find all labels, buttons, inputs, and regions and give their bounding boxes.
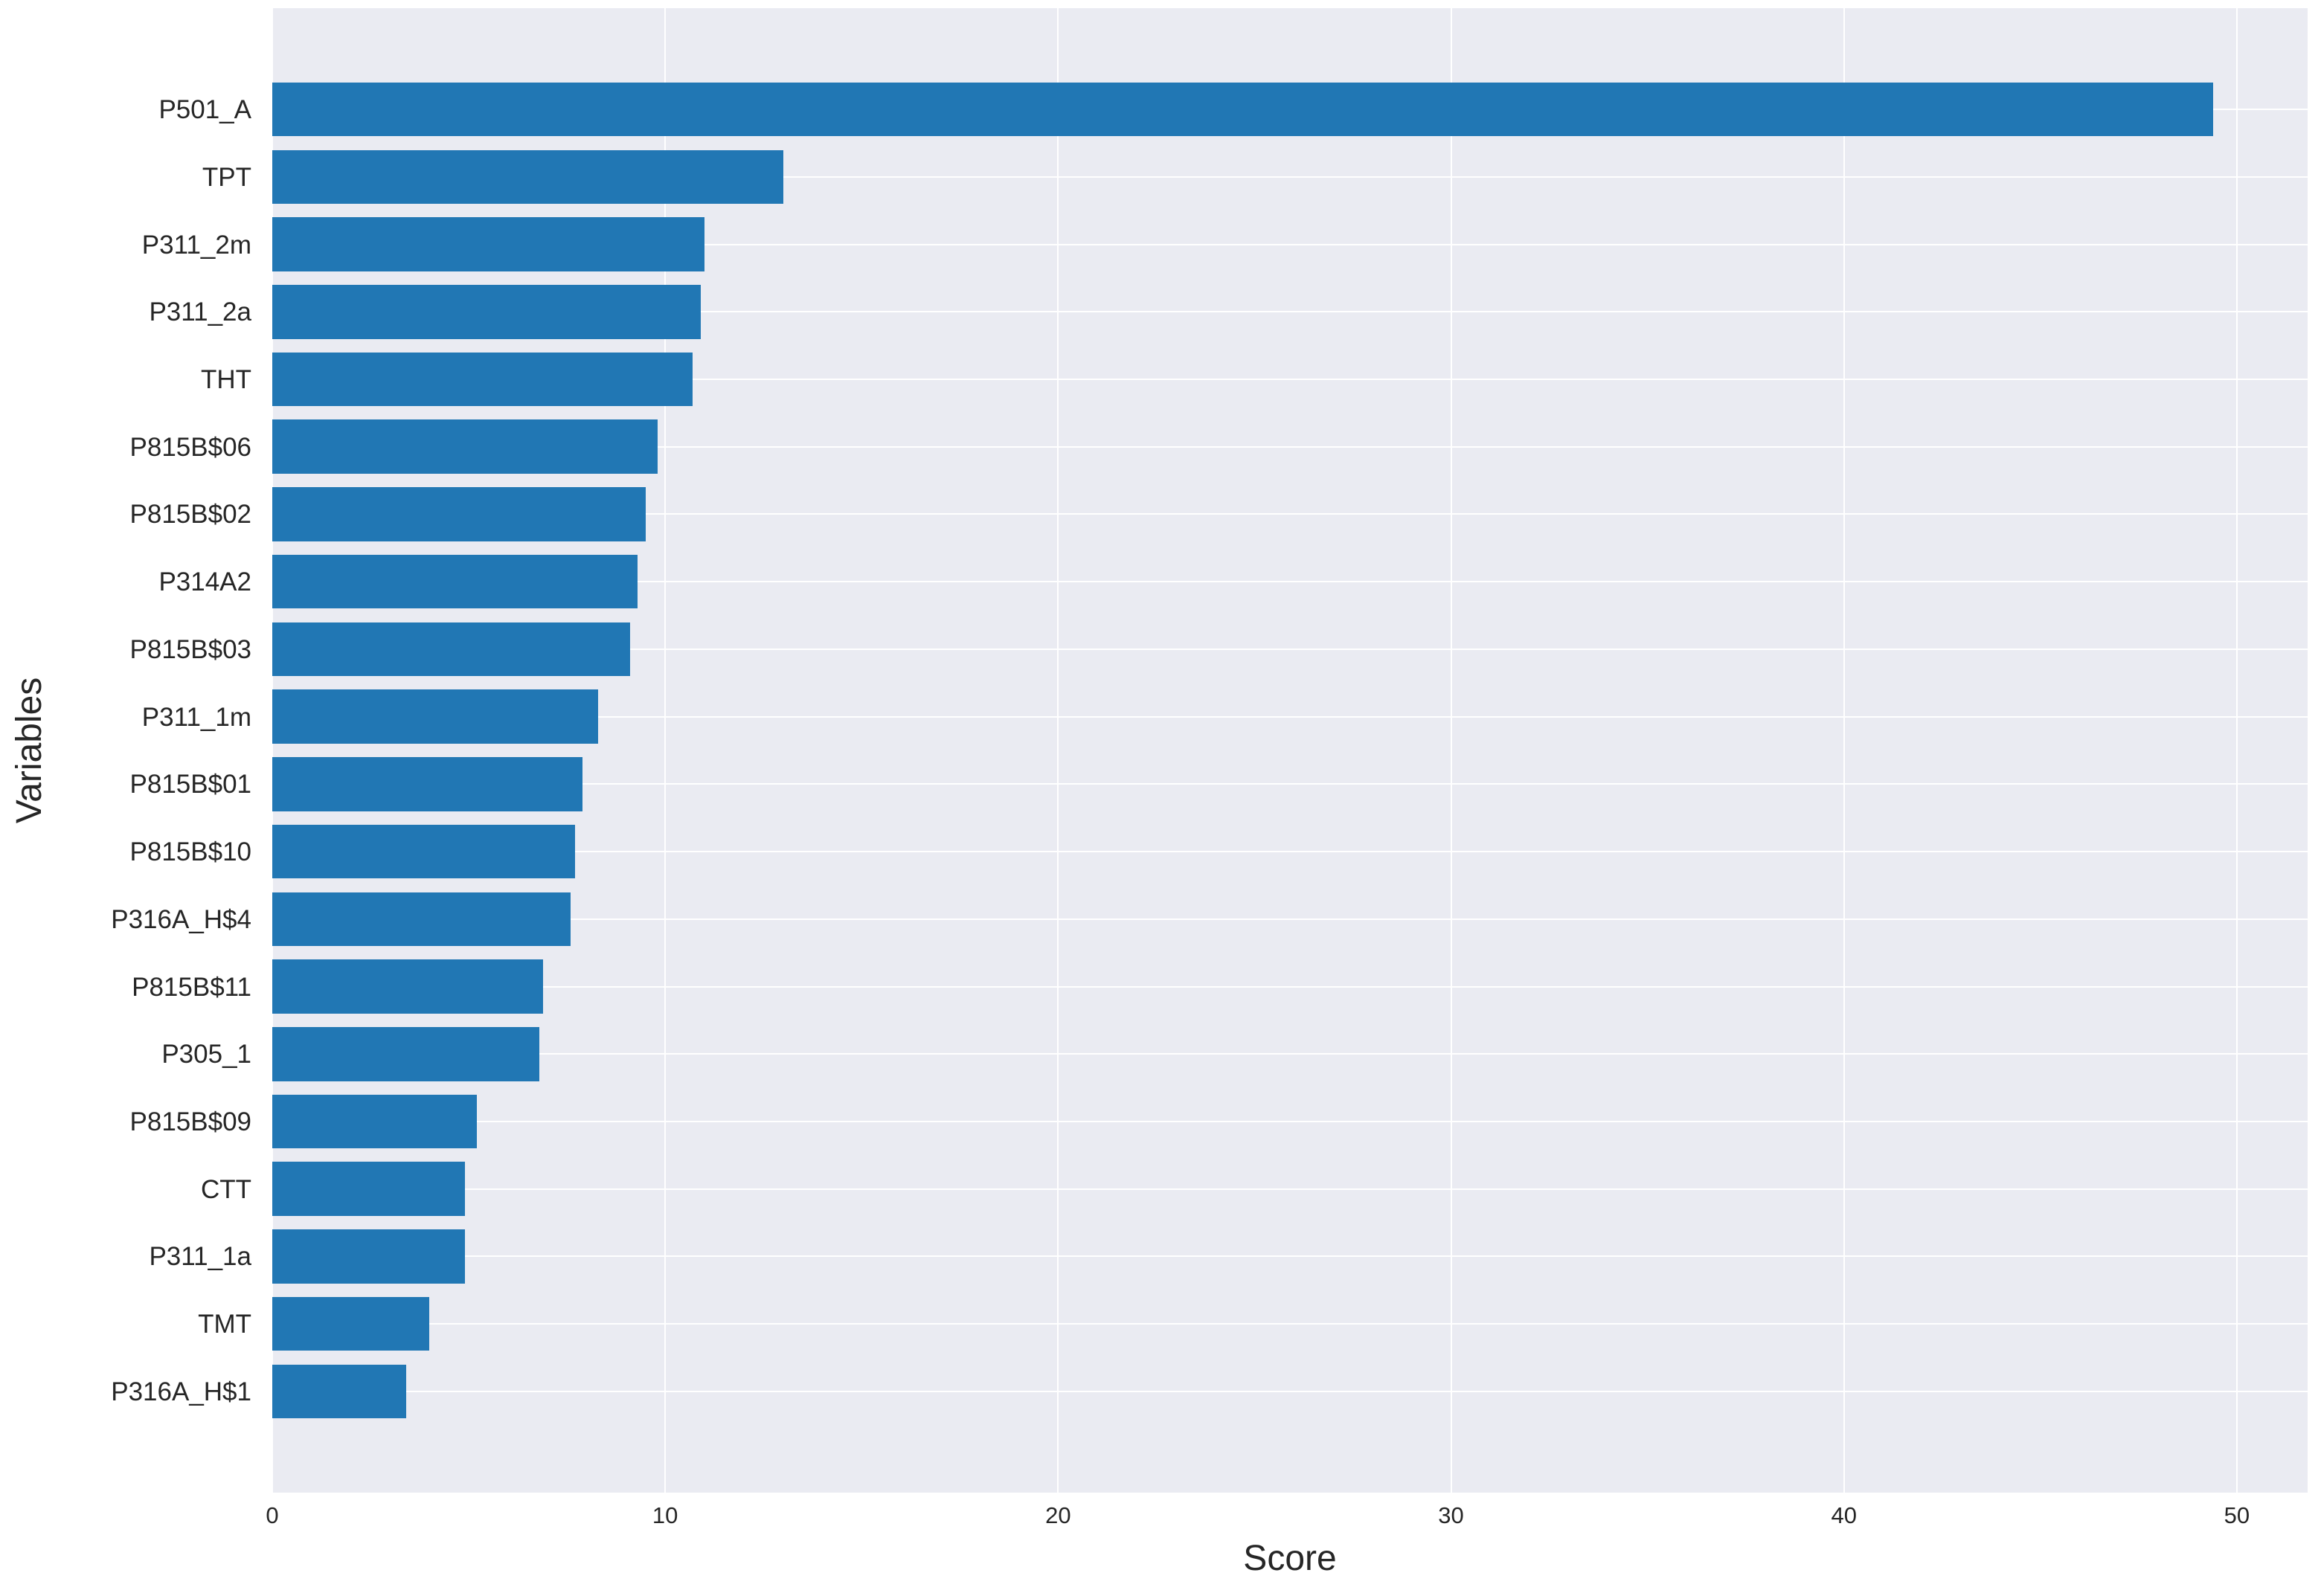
bar-P305_1 — [272, 1026, 540, 1081]
horizontal-gridline — [272, 243, 2308, 245]
y-tick-label: P316A_H$4 — [111, 904, 251, 934]
horizontal-gridline — [272, 1053, 2308, 1055]
x-tick-label: 50 — [2224, 1502, 2250, 1528]
horizontal-gridline — [272, 985, 2308, 988]
bar-P815B$06 — [272, 419, 658, 474]
horizontal-gridline — [272, 648, 2308, 650]
bar-TPT — [272, 149, 783, 205]
bar-P815B$10 — [272, 824, 575, 879]
y-tick-label: P311_2m — [141, 230, 251, 260]
horizontal-gridline — [272, 851, 2308, 853]
horizontal-gridline — [272, 581, 2308, 583]
y-tick-label: P314A2 — [158, 567, 251, 597]
bar-P316A_H$1 — [272, 1364, 406, 1419]
y-axis-label: Variables — [10, 677, 49, 824]
vertical-gridline — [1057, 8, 1059, 1493]
horizontal-gridline — [272, 176, 2308, 178]
x-axis-label: Score — [1243, 1539, 1337, 1578]
x-tick-label: 0 — [266, 1502, 279, 1528]
y-tick-label: P815B$11 — [132, 972, 251, 1002]
bar-P815B$01 — [272, 757, 583, 811]
y-tick-label: P311_1m — [141, 702, 251, 732]
horizontal-gridline — [272, 379, 2308, 380]
plot-area — [272, 8, 2308, 1493]
y-tick-label: P501_A — [158, 95, 251, 125]
vertical-gridline — [1450, 8, 1452, 1493]
horizontal-gridline — [272, 918, 2308, 920]
horizontal-gridline — [272, 311, 2308, 313]
x-tick-label: 20 — [1045, 1502, 1071, 1528]
y-tick-label: P316A_H$1 — [111, 1377, 251, 1406]
bar-P314A2 — [272, 554, 638, 609]
y-tick-label: P815B$10 — [129, 837, 251, 867]
bar-P316A_H$4 — [272, 892, 571, 947]
bar-P501_A — [272, 82, 2214, 137]
y-tick-label: P815B$03 — [129, 634, 251, 664]
bar-TMT — [272, 1296, 430, 1351]
y-tick-label: THT — [200, 365, 251, 394]
horizontal-gridline — [272, 445, 2308, 448]
y-tick-labels: P501_A TPT P311_2m P311_2a THT P815B$06 P815B$… — [0, 8, 262, 1493]
vertical-gridline — [2235, 8, 2238, 1493]
bar-P311_2a — [272, 284, 701, 339]
y-tick-label: P311_2a — [149, 297, 251, 327]
horizontal-gridline — [272, 1390, 2308, 1392]
bar-P815B$03 — [272, 622, 630, 677]
bar-CTT — [272, 1162, 465, 1216]
x-tick-label: 30 — [1438, 1502, 1464, 1528]
x-tick-labels: 0 10 20 30 40 50 — [266, 1502, 2308, 1537]
horizontal-gridline — [272, 1255, 2308, 1258]
y-tick-label: TPT — [202, 162, 251, 192]
horizontal-gridline — [272, 1121, 2308, 1122]
horizontal-gridline — [272, 513, 2308, 515]
x-tick-label: 10 — [652, 1502, 678, 1528]
y-tick-label: P305_1 — [161, 1040, 251, 1069]
vertical-gridline — [1843, 8, 1845, 1493]
bar-P815B$11 — [272, 959, 544, 1014]
y-tick-label: P815B$09 — [129, 1107, 251, 1136]
bar-P311_1a — [272, 1229, 465, 1284]
bar-P311_1m — [272, 689, 599, 744]
y-tick-label: P815B$02 — [129, 500, 251, 530]
horizontal-gridline — [272, 1188, 2308, 1190]
vertical-gridline — [664, 8, 667, 1493]
x-tick-label: 40 — [1831, 1502, 1857, 1528]
vertical-gridline — [272, 8, 273, 1493]
bar-THT — [272, 352, 693, 407]
bar-P815B$02 — [272, 487, 646, 541]
horizontal-gridline — [272, 783, 2308, 785]
horizontal-gridline — [272, 1323, 2308, 1325]
bar-P311_2m — [272, 217, 704, 271]
y-tick-label: TMT — [198, 1310, 251, 1339]
horizontal-gridline — [272, 715, 2308, 718]
bar-P815B$09 — [272, 1094, 477, 1149]
y-tick-label: P815B$01 — [129, 770, 251, 799]
y-tick-label: P311_1a — [149, 1242, 251, 1272]
y-tick-label: CTT — [200, 1174, 251, 1204]
y-tick-label: P815B$06 — [129, 432, 251, 462]
